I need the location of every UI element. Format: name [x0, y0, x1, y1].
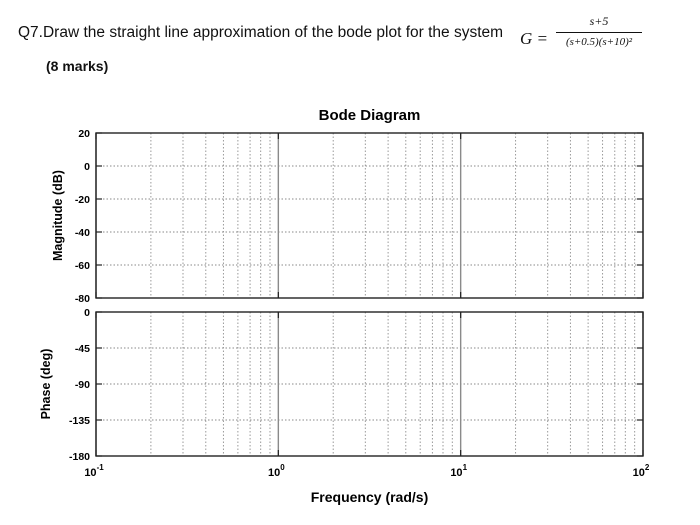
x-tick-label: 102	[633, 463, 650, 479]
phase-y-tick-label: 0	[84, 307, 90, 319]
magnitude-y-tick-label: 0	[84, 161, 90, 173]
question-number: Q7.	[18, 24, 43, 41]
phase-y-tick-label: -90	[75, 379, 90, 391]
magnitude-y-tick-label: 20	[78, 128, 90, 140]
phase-y-tick-label: -45	[75, 343, 90, 355]
x-tick-label: 100	[268, 463, 285, 479]
magnitude-y-tick-label: -80	[75, 293, 90, 305]
magnitude-y-tick-label: -40	[75, 227, 90, 239]
equation-lhs: G =	[520, 29, 548, 48]
magnitude-y-tick-label: -20	[75, 194, 90, 206]
magnitude-axes-frame	[95, 132, 644, 299]
phase-y-tick-label: -180	[69, 451, 90, 463]
tf-denominator: (s+0.5)(s+10)²	[565, 36, 633, 48]
x-axis-label: Frequency (rad/s)	[311, 489, 428, 505]
tf-numerator: s+5	[556, 14, 642, 33]
magnitude-y-tick-label: -60	[75, 260, 90, 272]
magnitude-axis-label: Magnitude (dB)	[51, 170, 65, 261]
question-body: Draw the straight line approximation of …	[42, 24, 504, 41]
phase-axis-label: Phase (deg)	[39, 349, 53, 420]
transfer-function: s+5 (s+0.5)(s+10)²	[556, 14, 642, 48]
chart-title: Bode Diagram	[319, 107, 421, 124]
phase-y-tick-label: -135	[69, 415, 90, 427]
x-tick-label: 101	[450, 463, 467, 479]
question-text: Q7.Draw the straight line approximation …	[18, 24, 503, 42]
x-tick-label: 10-1	[84, 463, 104, 479]
marks-label: (8 marks)	[46, 58, 109, 74]
